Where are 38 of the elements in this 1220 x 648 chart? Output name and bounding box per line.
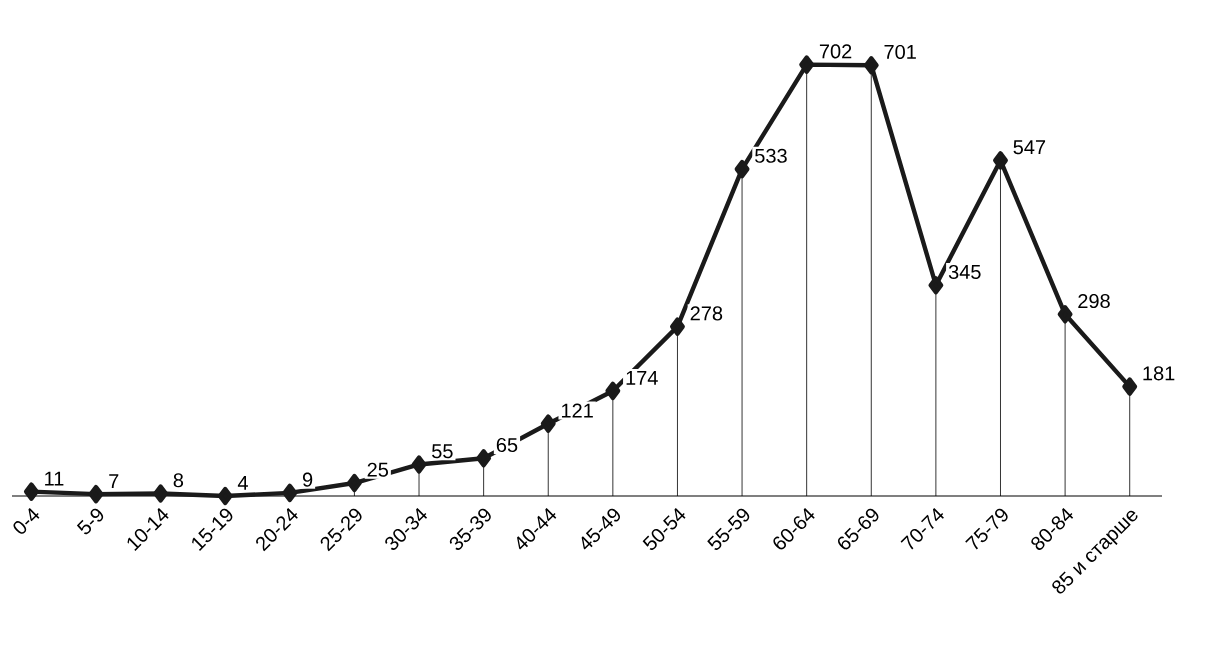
point	[1057, 305, 1073, 324]
point	[346, 473, 362, 493]
data-label: 7	[109, 474, 119, 488]
point	[217, 486, 233, 506]
data-label: 533	[755, 148, 787, 163]
data-label: 298	[1078, 293, 1110, 309]
point	[88, 484, 104, 504]
point	[928, 276, 944, 295]
point	[734, 159, 750, 179]
point	[153, 484, 169, 503]
point	[476, 449, 492, 468]
data-label: 8	[173, 473, 184, 488]
point	[1122, 377, 1138, 396]
point	[993, 151, 1008, 170]
point	[670, 317, 685, 336]
point	[282, 483, 298, 503]
data-label: 9	[302, 472, 313, 487]
data-label: 181	[1143, 366, 1175, 381]
x-tick-label: 0-4	[13, 507, 40, 534]
data-label: 701	[884, 44, 916, 60]
data-label: 278	[690, 306, 723, 321]
point	[605, 381, 621, 401]
point	[23, 482, 39, 501]
data-label: 25	[367, 462, 389, 477]
point	[799, 55, 815, 74]
data-label: 65	[496, 437, 518, 453]
data-label: 121	[561, 403, 593, 418]
data-label: 547	[1013, 140, 1046, 155]
x-tick-label: 5-9	[76, 508, 104, 535]
point	[411, 455, 427, 474]
data-label: 4	[237, 476, 248, 490]
data-label: 345	[948, 264, 981, 280]
data-label: 55	[432, 444, 453, 459]
point	[863, 56, 879, 75]
point	[540, 414, 556, 433]
data-label: 174	[626, 370, 658, 385]
data-label: 702	[819, 44, 852, 59]
data-label: 11	[45, 471, 64, 486]
